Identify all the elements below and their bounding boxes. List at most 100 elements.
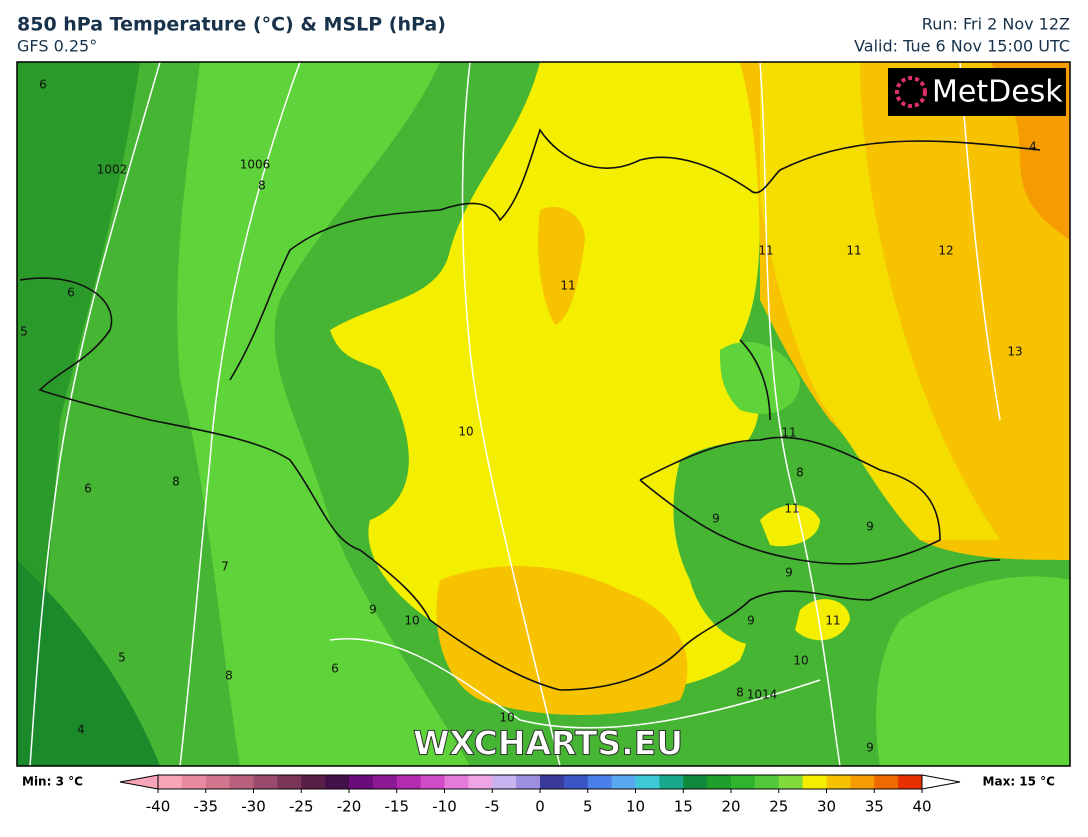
- map-frame: [16, 61, 1071, 767]
- colorbar-segment: [253, 775, 278, 789]
- contour-label: 11: [825, 614, 840, 628]
- contour-label: 10: [499, 711, 514, 725]
- watermark: WXCHARTS.EU: [413, 724, 683, 763]
- contour-label: 10: [793, 654, 808, 668]
- colorbar-segment: [540, 775, 565, 789]
- valid: Valid: Tue 6 Nov 15:00 UTC: [854, 37, 1070, 56]
- contour-label: 1002: [97, 163, 128, 177]
- coastlines-borders: [19, 128, 1041, 691]
- colorbar-segment: [444, 775, 469, 789]
- colorbar-tick-label: -30: [241, 798, 266, 816]
- colorbar-segment: [611, 775, 636, 789]
- contour-label: 9: [712, 512, 720, 526]
- contour-label: 8: [172, 475, 180, 489]
- zone: [177, 62, 470, 766]
- colorbar-tick-label: -10: [432, 798, 457, 816]
- warm-zone: [330, 62, 760, 694]
- colorbar-segment: [683, 775, 708, 789]
- max-label: Max: 15 °C: [983, 775, 1056, 789]
- contour-label: 9: [785, 566, 793, 580]
- colorbar-tick-label: -20: [337, 798, 362, 816]
- colorbar-segment: [349, 775, 374, 789]
- colorbar-segment: [229, 775, 254, 789]
- colorbar-tick-label: -35: [194, 798, 219, 816]
- contour-label: 1006: [240, 158, 271, 172]
- colorbar-tick-label: 5: [583, 798, 593, 816]
- contour-label: 11: [784, 502, 799, 516]
- colorbar-segment: [277, 775, 302, 789]
- colorbar-tick-label: 40: [912, 798, 931, 816]
- colorbar-segment: [563, 775, 589, 789]
- contour-label: 4: [1029, 140, 1037, 154]
- logo-box: [888, 68, 1066, 116]
- contour-label: 13: [1007, 345, 1022, 359]
- colorbar-tick-label: -5: [485, 798, 500, 816]
- colorbar-segment: [898, 775, 923, 789]
- contour-labels: 6 8 1002 1006 4 11 11 11 12 13 6 5 10 11 8 6 8 9 11 9 7 9 9 10 9…: [20, 78, 1037, 755]
- contour-label: 11: [846, 244, 861, 258]
- colorbar-tick-label: 30: [817, 798, 836, 816]
- colorbar-tick-label: 10: [626, 798, 645, 816]
- colorbar-segment: [492, 775, 517, 789]
- colorbar-segment: [635, 775, 660, 789]
- model: GFS 0.25°: [17, 37, 97, 56]
- contour-label: 6: [84, 482, 92, 496]
- colorbar-segment: [420, 775, 445, 789]
- colorbar-tick-label: -40: [146, 798, 171, 816]
- logo-text: MetDesk: [932, 75, 1063, 110]
- colorbar-segment: [707, 775, 732, 789]
- colorbar-segment: [826, 775, 851, 789]
- logo-icon: [895, 76, 927, 108]
- contour-label: 12: [938, 244, 953, 258]
- contour-label: 5: [20, 325, 28, 339]
- colorbar-segment: [754, 775, 780, 789]
- contour-label: 4: [77, 723, 85, 737]
- colorbar-segment: [372, 775, 398, 789]
- contour-label: 8: [225, 669, 233, 683]
- colorbar-segment: [181, 775, 207, 789]
- contour-label: 10: [458, 425, 473, 439]
- colorbar-tick-label: 15: [674, 798, 693, 816]
- colorbar-segment: [731, 775, 756, 789]
- contour-label: 9: [866, 520, 874, 534]
- contour-label: 8: [736, 686, 744, 700]
- contour-label: 11: [781, 426, 796, 440]
- colorbar-segment: [468, 775, 493, 789]
- colorbar-segment: [158, 775, 183, 789]
- colorbar-segment: [516, 775, 541, 789]
- warm-zone: [760, 505, 850, 641]
- colorbar-segment: [396, 775, 422, 789]
- warm-zone: [760, 62, 1000, 540]
- colorbar-arrow-right: [921, 774, 961, 790]
- zone: [876, 576, 1070, 766]
- colorbar-segment: [659, 775, 684, 789]
- colorbar-segment: [301, 775, 326, 789]
- colorbar-tick-label: 25: [769, 798, 788, 816]
- colorbar-segment: [778, 775, 804, 789]
- colorbar-tick-label: -25: [289, 798, 314, 816]
- contour-label: 9: [369, 603, 377, 617]
- colorbar-tick-label: 20: [721, 798, 740, 816]
- colorbar-tick-label: -15: [385, 798, 410, 816]
- map: MetDesk WXCHARTS.EU: [16, 61, 1071, 767]
- title: 850 hPa Temperature (°C) & MSLP (hPa): [17, 14, 446, 36]
- colorbar-segment: [325, 775, 350, 789]
- contour-label: 8: [796, 466, 804, 480]
- run: Run: Fri 2 Nov 12Z: [922, 15, 1070, 34]
- contour-label: 7: [221, 560, 229, 574]
- contour-label: 6: [67, 286, 75, 300]
- contour-label: 8: [258, 179, 266, 193]
- colorbar-tick-label: 0: [535, 798, 545, 816]
- colorbar: Min: 3 °C Max: 15 °C -40 -35 -30 -25 -20 -15 -…: [22, 774, 1056, 816]
- colorbar-segment: [802, 775, 827, 789]
- colorbar-segment: [850, 775, 875, 789]
- warm-zone: [538, 206, 585, 325]
- contour-label: 9: [747, 614, 755, 628]
- colorbar-segment: [205, 775, 231, 789]
- colorbar-arrow-left: [119, 774, 159, 790]
- contour-label: 10: [404, 614, 419, 628]
- contour-label: 1014: [747, 688, 778, 702]
- colorbar-segment: [587, 775, 613, 789]
- zone: [17, 62, 140, 766]
